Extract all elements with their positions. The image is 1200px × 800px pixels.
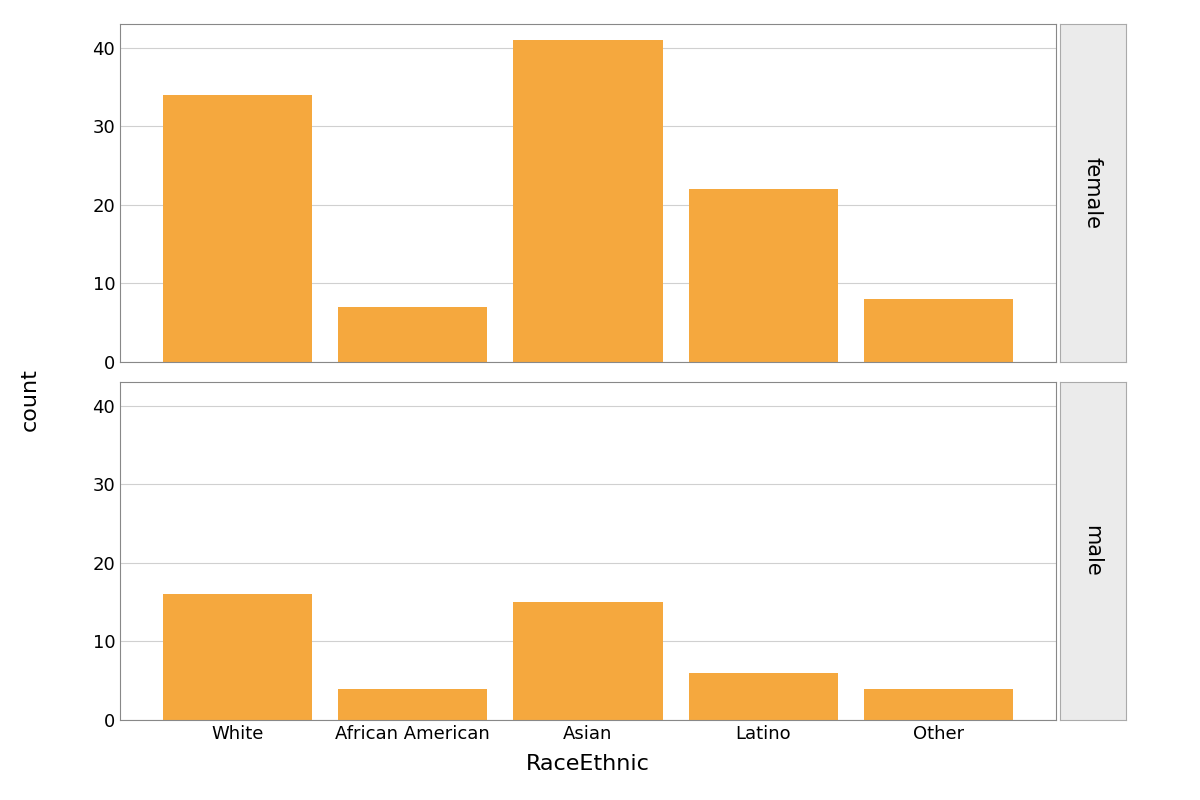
Bar [338, 307, 487, 362]
Bar [689, 189, 838, 362]
Bar [514, 40, 662, 362]
Bar [338, 689, 487, 720]
Bar [864, 689, 1014, 720]
Bar [162, 94, 312, 362]
Bar [162, 594, 312, 720]
Text: count: count [20, 369, 40, 431]
Text: female: female [1082, 157, 1103, 229]
Bar [689, 673, 838, 720]
Bar [514, 602, 662, 720]
Bar [864, 299, 1014, 362]
Text: male: male [1082, 525, 1103, 577]
X-axis label: RaceEthnic: RaceEthnic [526, 754, 650, 774]
